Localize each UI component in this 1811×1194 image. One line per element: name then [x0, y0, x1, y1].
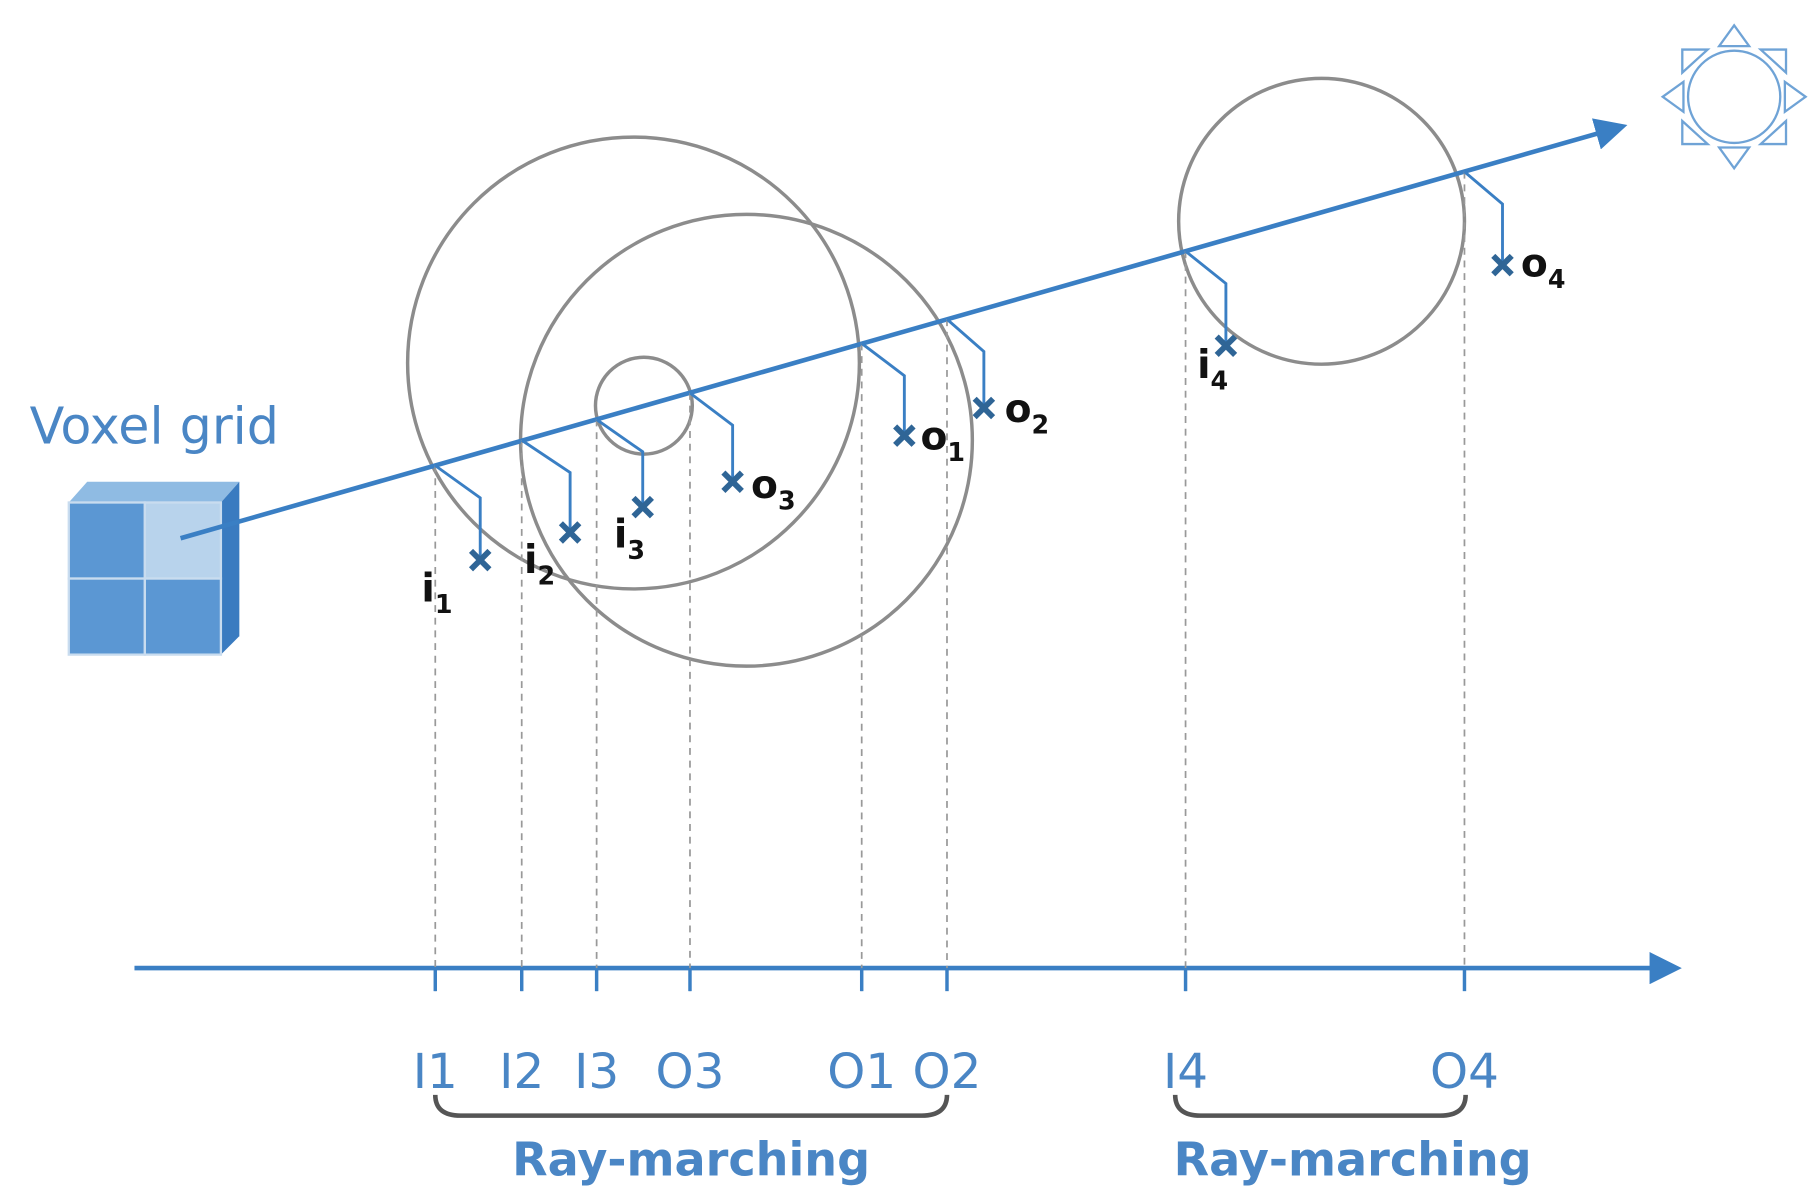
axis-label: I3	[574, 1044, 619, 1100]
page: Voxel grid i1I1i2I2i3I3o3O3o1O1o2O2i4I4o…	[0, 0, 1811, 1194]
bracket-label: Ray-marching	[1174, 1133, 1532, 1187]
ray	[181, 127, 1622, 538]
voxel-grid-label: Voxel grid	[30, 397, 279, 456]
leader	[862, 343, 905, 435]
axis-label: O2	[913, 1044, 982, 1100]
point-label-base: o	[1521, 242, 1548, 287]
point-label-base: o	[920, 414, 947, 459]
point-label-sub: 2	[1032, 409, 1050, 439]
point-label-sub: 1	[947, 437, 965, 467]
point-label: o1	[920, 414, 965, 467]
brace	[1175, 1095, 1465, 1116]
point-label-sub: 4	[1548, 264, 1566, 294]
point-label-base: i	[524, 538, 537, 583]
leader	[522, 440, 570, 532]
point-label-base: i	[614, 512, 627, 557]
leader	[1186, 251, 1226, 346]
point-label: o4	[1521, 242, 1566, 295]
sun-icon	[1663, 25, 1806, 168]
point-label: i3	[614, 512, 645, 565]
axis-label: O3	[656, 1044, 725, 1100]
axis-label: I2	[499, 1044, 544, 1100]
point-label: o2	[1005, 387, 1050, 440]
leader	[690, 393, 733, 482]
point-label: i1	[421, 567, 452, 620]
point-label-sub: 2	[537, 560, 555, 590]
leader	[947, 319, 984, 408]
axis-label: I1	[413, 1044, 458, 1100]
axis-label: I4	[1163, 1044, 1208, 1100]
point-label-base: i	[421, 567, 434, 612]
axis-label: O1	[827, 1044, 896, 1100]
point-label: o3	[751, 463, 796, 516]
point-label-sub: 3	[627, 535, 645, 565]
point-label-base: o	[751, 463, 778, 508]
spheres	[408, 78, 1465, 666]
bracket-label: Ray-marching	[512, 1133, 870, 1187]
leader	[1464, 172, 1502, 265]
axis-label: O4	[1430, 1044, 1499, 1100]
voxel-cube	[69, 482, 240, 655]
point-label-base: i	[1197, 343, 1210, 388]
point-label-sub: 4	[1211, 366, 1229, 396]
diagram: Voxel grid i1I1i2I2i3I3o3O3o1O1o2O2i4I4o…	[0, 0, 1811, 1194]
point-label-base: o	[1005, 387, 1032, 432]
point-label: i2	[524, 538, 555, 591]
point-label-sub: 1	[435, 589, 453, 619]
point-label-sub: 3	[778, 485, 796, 515]
